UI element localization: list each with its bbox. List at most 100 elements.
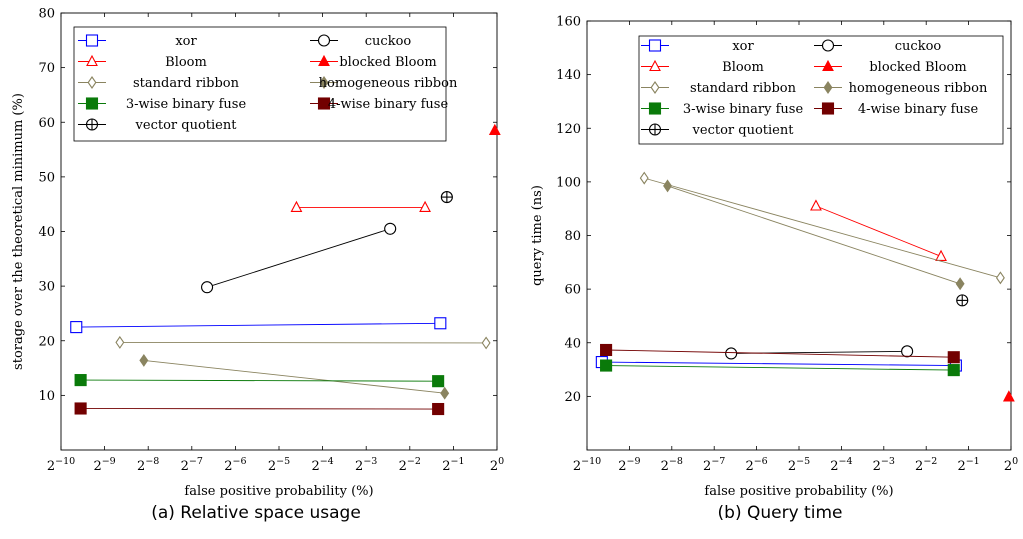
legend-label: homogeneous ribbon <box>319 76 458 91</box>
legend-marker <box>823 81 833 94</box>
y-tick-label: 140 <box>556 68 581 83</box>
y-tick-label: 20 <box>38 334 55 349</box>
data-point <box>600 359 613 372</box>
data-point <box>639 171 649 185</box>
x-tick-label: 2−1 <box>442 456 464 474</box>
series-Bloom <box>290 200 431 213</box>
x-tick-base: 2 <box>915 459 923 474</box>
x-tick-base: 2 <box>490 459 498 474</box>
x-tick-base: 2 <box>573 459 581 474</box>
x-tick-exponent: −6 <box>754 456 768 467</box>
data-point <box>139 353 149 367</box>
data-point <box>440 386 450 400</box>
series-vector-quotient <box>956 294 969 307</box>
y-tick-label: 40 <box>564 336 581 351</box>
x-tick-base: 2 <box>661 459 669 474</box>
legend-item-Bloom: Bloom <box>78 54 207 70</box>
data-point <box>432 402 445 416</box>
series-line <box>667 185 961 285</box>
legend: xor cuckoo Bloom blocked Bloom standard ribb… <box>638 35 1004 145</box>
series-3-wise-binary-fuse <box>600 359 960 377</box>
x-tick-label: 2−9 <box>618 456 640 474</box>
x-tick-exponent: −8 <box>669 456 683 467</box>
legend-marker <box>318 54 330 67</box>
legend-marker <box>821 102 835 115</box>
x-tick-base: 2 <box>224 459 232 474</box>
figure-caption: (a) Relative space usage <box>151 503 361 523</box>
legend-marker <box>317 97 331 110</box>
data-point <box>955 277 965 291</box>
data-point <box>956 294 969 307</box>
x-axis: 2−10 2−9 2−8 2−7 2−6 2−5 2−4 2−3 2−2 2−1 20 <box>47 13 504 474</box>
y-tick-label: 50 <box>38 170 55 185</box>
x-tick-label: 2−4 <box>830 456 852 474</box>
series-line <box>119 341 487 344</box>
y-tick-label: 120 <box>556 122 581 137</box>
x-tick-exponent: −9 <box>627 456 641 467</box>
x-tick-label: 2−7 <box>703 456 725 474</box>
legend-item-blocked-Bloom: blocked Bloom <box>310 54 437 70</box>
x-tick-exponent: −7 <box>711 456 725 467</box>
legend-marker <box>319 76 329 89</box>
series-cuckoo <box>725 345 914 360</box>
series-line <box>76 322 441 328</box>
series-line <box>815 205 942 257</box>
x-tick-exponent: −4 <box>839 456 853 467</box>
data-point <box>663 179 673 193</box>
series-blocked-Bloom <box>488 123 501 135</box>
x-tick-base: 2 <box>311 459 319 474</box>
x-tick-exponent: −1 <box>966 456 980 467</box>
legend-label: standard ribbon <box>133 76 240 91</box>
data-point <box>488 123 501 135</box>
x-tick-base: 2 <box>788 459 796 474</box>
x-tick-label: 2−8 <box>137 456 159 474</box>
series-3-wise-binary-fuse <box>74 374 445 388</box>
x-tick-exponent: −8 <box>145 456 159 467</box>
chart-panel-a: 2−10 2−9 2−8 2−7 2−6 2−5 2−4 2−3 2−2 2−1 201020304… <box>11 7 504 524</box>
series-standard-ribbon <box>639 171 1005 285</box>
x-axis-label: false positive probability (%) <box>704 484 893 499</box>
legend-label: standard ribbon <box>690 81 797 96</box>
x-tick-label: 20 <box>1004 456 1018 474</box>
data-point <box>70 321 83 334</box>
y-tick-label: 70 <box>38 61 55 76</box>
legend-marker <box>822 59 834 72</box>
legend-item-standard-ribbon: standard ribbon <box>641 81 797 96</box>
x-tick-label: 2−7 <box>181 456 203 474</box>
data-point <box>419 200 431 213</box>
legend-label: blocked Bloom <box>339 55 436 70</box>
data-point <box>935 249 947 261</box>
x-tick-label: 2−8 <box>661 456 683 474</box>
series-group <box>70 123 501 416</box>
legend-item-3-wise-binary-fuse: 3-wise binary fuse <box>78 97 246 112</box>
x-tick-base: 2 <box>93 459 101 474</box>
x-tick-label: 20 <box>490 456 504 474</box>
x-tick-base: 2 <box>442 459 450 474</box>
x-tick-label: 2−2 <box>915 456 937 474</box>
x-tick-exponent: −6 <box>233 456 247 467</box>
legend-marker <box>85 97 99 110</box>
x-tick-base: 2 <box>47 459 55 474</box>
legend-item-homogeneous-ribbon: homogeneous ribbon <box>814 81 988 96</box>
x-tick-exponent: −5 <box>796 456 810 467</box>
series-standard-ribbon <box>115 335 491 350</box>
legend-label: 3-wise binary fuse <box>683 102 804 117</box>
series-homogeneous-ribbon <box>663 179 965 291</box>
x-tick-label: 2−5 <box>268 456 290 474</box>
legend-label: 4-wise binary fuse <box>328 97 449 112</box>
x-tick-exponent: 0 <box>498 456 504 467</box>
x-tick-base: 2 <box>181 459 189 474</box>
series-line <box>80 379 439 382</box>
legend-item-cuckoo: cuckoo <box>310 34 411 49</box>
legend-label: Bloom <box>722 60 764 75</box>
y-tick-label: 60 <box>38 116 55 131</box>
x-tick-label: 2−4 <box>311 456 333 474</box>
legend-item-standard-ribbon: standard ribbon <box>78 76 240 91</box>
legend-marker <box>650 81 660 94</box>
data-point <box>947 364 960 377</box>
chart-panel-b: 2−10 2−9 2−8 2−7 2−6 2−5 2−4 2−3 2−2 2−1 202040608… <box>530 15 1018 524</box>
data-point <box>384 222 397 235</box>
x-tick-label: 2−10 <box>573 456 601 474</box>
legend-label: vector quotient <box>692 123 795 138</box>
y-tick-label: 100 <box>556 175 581 190</box>
